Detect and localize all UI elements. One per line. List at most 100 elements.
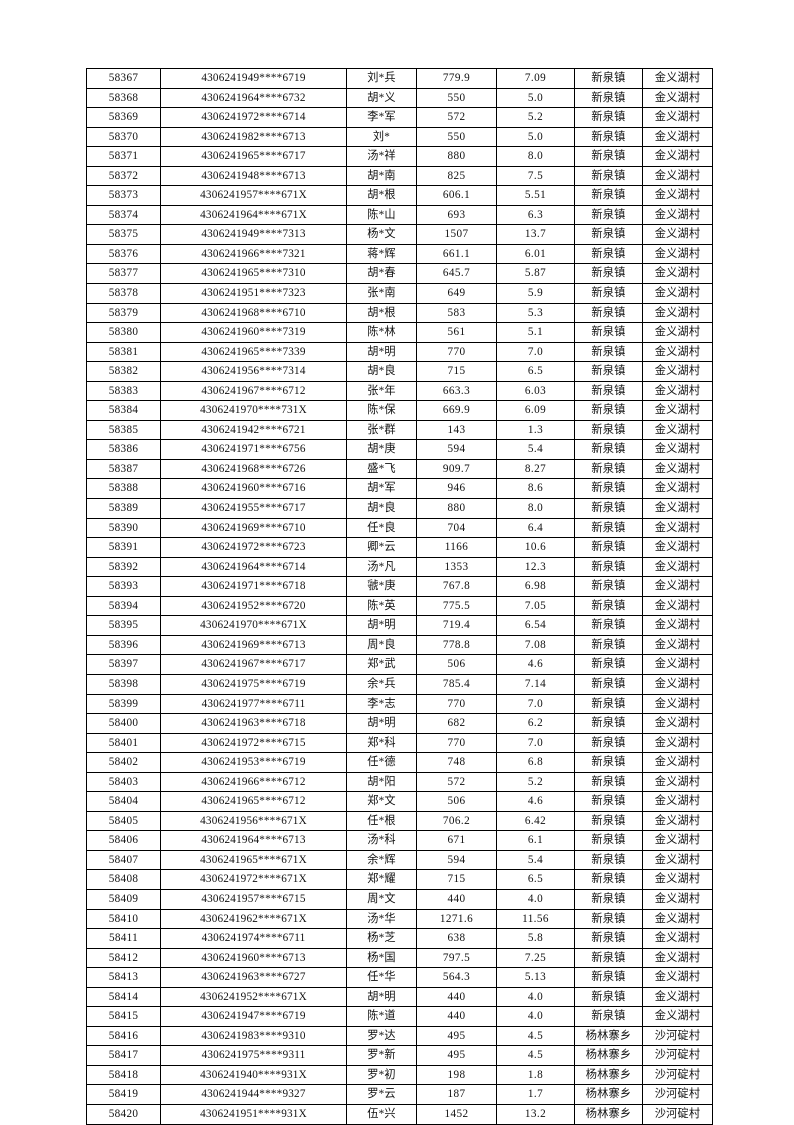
table-row: 58401 4306241972****6715 郑*科 770 7.0 新泉镇 金义湖村: [86, 732, 713, 754]
cell-village: 金义湖村: [642, 654, 713, 675]
cell-village: 金义湖村: [642, 830, 713, 851]
cell-name: 余*兵: [346, 673, 417, 695]
cell-amount: 495: [416, 1045, 497, 1066]
cell-town: 新泉镇: [574, 673, 643, 695]
cell-village: 金义湖村: [642, 380, 713, 402]
cell-id-card: 4306241948****6713: [160, 165, 347, 187]
table-row: 58371 4306241965****6717 汤*祥 880 8.0 新泉镇 金义湖村: [86, 146, 713, 167]
table-row: 58375 4306241949****7313 杨*文 1507 13.7 新泉镇 金义湖…: [86, 224, 713, 245]
cell-id-card: 4306241968****6710: [160, 302, 347, 324]
cell-town: 新泉镇: [574, 283, 643, 304]
cell-seq: 58373: [86, 185, 161, 206]
cell-rate: 6.09: [496, 400, 575, 421]
cell-village: 金义湖村: [642, 439, 713, 460]
cell-id-card: 4306241972****6715: [160, 732, 347, 754]
cell-amount: 583: [416, 302, 497, 324]
cell-id-card: 4306241952****6720: [160, 595, 347, 617]
cell-id-card: 4306241962****671X: [160, 908, 347, 930]
cell-rate: 7.25: [496, 947, 575, 969]
cell-town: 新泉镇: [574, 498, 643, 519]
cell-id-card: 4306241974****6711: [160, 928, 347, 949]
cell-rate: 4.6: [496, 654, 575, 675]
cell-id-card: 4306241970****731X: [160, 400, 347, 421]
cell-amount: 719.4: [416, 615, 497, 636]
table-row: 58408 4306241972****671X 郑*耀 715 6.5 新泉镇 金义湖村: [86, 869, 713, 890]
cell-seq: 58387: [86, 458, 161, 480]
cell-village: 沙河碇村: [642, 1103, 713, 1125]
cell-rate: 7.0: [496, 693, 575, 715]
cell-seq: 58399: [86, 693, 161, 715]
table-row: 58386 4306241971****6756 胡*庚 594 5.4 新泉镇 金义湖村: [86, 439, 713, 460]
cell-village: 金义湖村: [642, 810, 713, 832]
cell-rate: 7.05: [496, 595, 575, 617]
cell-town: 新泉镇: [574, 243, 643, 265]
cell-amount: 506: [416, 791, 497, 812]
cell-name: 罗*新: [346, 1045, 417, 1066]
cell-town: 新泉镇: [574, 1006, 643, 1027]
cell-amount: 564.3: [416, 967, 497, 988]
cell-village: 金义湖村: [642, 673, 713, 695]
cell-amount: 770: [416, 732, 497, 754]
table-row: 58389 4306241955****6717 胡*良 880 8.0 新泉镇 金义湖村: [86, 498, 713, 519]
cell-village: 金义湖村: [642, 361, 713, 382]
cell-town: 新泉镇: [574, 361, 643, 382]
cell-name: 虢*庚: [346, 576, 417, 597]
cell-id-card: 4306241942****6721: [160, 419, 347, 441]
table-row: 58368 4306241964****6732 胡*义 550 5.0 新泉镇 金义湖村: [86, 87, 713, 109]
table-row: 58419 4306241944****9327 罗*云 187 1.7 杨林寨乡 沙河碇村: [86, 1084, 713, 1105]
cell-name: 胡*春: [346, 263, 417, 285]
cell-id-card: 4306241967****6712: [160, 380, 347, 402]
cell-amount: 1166: [416, 537, 497, 558]
cell-name: 余*辉: [346, 849, 417, 871]
cell-rate: 6.2: [496, 713, 575, 734]
cell-rate: 7.09: [496, 68, 575, 89]
cell-seq: 58398: [86, 673, 161, 695]
cell-amount: 550: [416, 87, 497, 109]
cell-rate: 1.8: [496, 1064, 575, 1086]
cell-id-card: 4306241966****6712: [160, 771, 347, 793]
cell-seq: 58384: [86, 400, 161, 421]
cell-id-card: 4306241975****9311: [160, 1045, 347, 1066]
cell-id-card: 4306241964****6713: [160, 830, 347, 851]
cell-id-card: 4306241951****931X: [160, 1103, 347, 1125]
cell-village: 金义湖村: [642, 771, 713, 793]
cell-amount: 645.7: [416, 263, 497, 285]
cell-name: 刘*兵: [346, 68, 417, 89]
cell-town: 新泉镇: [574, 126, 643, 148]
cell-id-card: 4306241956****7314: [160, 361, 347, 382]
cell-rate: 5.87: [496, 263, 575, 285]
cell-village: 金义湖村: [642, 517, 713, 539]
cell-town: 新泉镇: [574, 986, 643, 1008]
table-row: 58407 4306241965****671X 余*辉 594 5.4 新泉镇 金义湖村: [86, 849, 713, 871]
table-row: 58406 4306241964****6713 汤*科 671 6.1 新泉镇 金义湖村: [86, 830, 713, 851]
cell-town: 新泉镇: [574, 400, 643, 421]
cell-rate: 4.0: [496, 1006, 575, 1027]
cell-rate: 6.1: [496, 830, 575, 851]
cell-id-card: 4306241965****6717: [160, 146, 347, 167]
cell-name: 胡*阳: [346, 771, 417, 793]
cell-id-card: 4306241968****6726: [160, 458, 347, 480]
cell-seq: 58372: [86, 165, 161, 187]
cell-seq: 58388: [86, 478, 161, 500]
cell-village: 金义湖村: [642, 928, 713, 949]
cell-amount: 198: [416, 1064, 497, 1086]
cell-amount: 825: [416, 165, 497, 187]
cell-village: 金义湖村: [642, 263, 713, 285]
cell-village: 金义湖村: [642, 849, 713, 871]
cell-name: 李*志: [346, 693, 417, 715]
cell-rate: 6.5: [496, 869, 575, 890]
cell-rate: 7.0: [496, 341, 575, 363]
cell-town: 新泉镇: [574, 146, 643, 167]
cell-id-card: 4306241964****671X: [160, 204, 347, 226]
cell-name: 胡*根: [346, 302, 417, 324]
cell-town: 新泉镇: [574, 595, 643, 617]
cell-amount: 1271.6: [416, 908, 497, 930]
cell-village: 金义湖村: [642, 576, 713, 597]
cell-id-card: 4306241944****9327: [160, 1084, 347, 1105]
table-row: 58413 4306241963****6727 任*华 564.3 5.13 新泉镇 金义…: [86, 967, 713, 988]
cell-rate: 8.0: [496, 146, 575, 167]
cell-name: 罗*初: [346, 1064, 417, 1086]
cell-id-card: 4306241956****671X: [160, 810, 347, 832]
table-row: 58416 4306241983****9310 罗*达 495 4.5 杨林寨乡 沙河碇村: [86, 1025, 713, 1047]
cell-village: 金义湖村: [642, 713, 713, 734]
